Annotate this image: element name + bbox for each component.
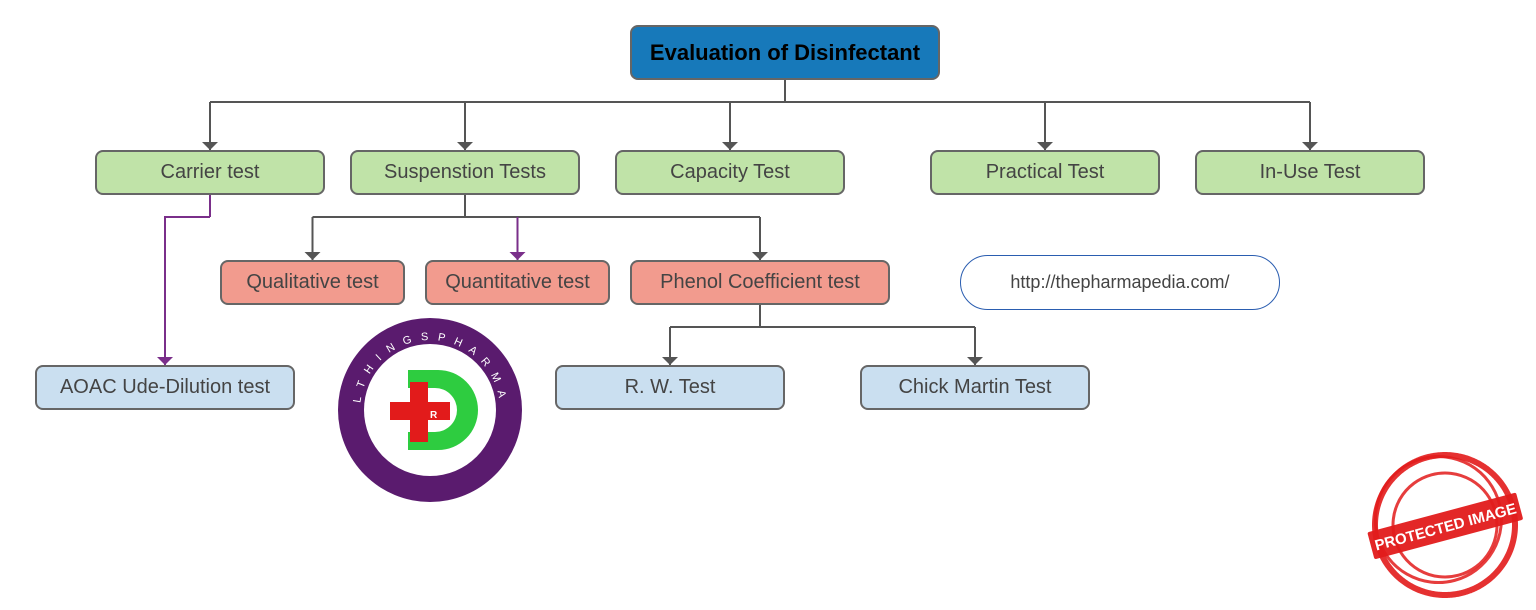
node-label: Practical Test	[986, 161, 1105, 184]
node-carrier: Carrier test	[95, 150, 325, 195]
node-label: Capacity Test	[670, 161, 790, 184]
node-qual: Qualitative test	[220, 260, 405, 305]
node-inuse: In-Use Test	[1195, 150, 1425, 195]
protected-stamp: PROTECTED IMAGE	[1360, 440, 1530, 610]
node-label: Chick Martin Test	[898, 376, 1051, 399]
node-rw: R. W. Test	[555, 365, 785, 410]
node-aoac: AOAC Ude-Dilution test	[35, 365, 295, 410]
node-label: AOAC Ude-Dilution test	[60, 376, 270, 399]
node-capacity: Capacity Test	[615, 150, 845, 195]
logo-rx-icon: R	[430, 410, 438, 421]
pharmapedia-logo: A L L T H I N G S P H A R M A C Y R	[330, 310, 530, 510]
node-quant: Quantitative test	[425, 260, 610, 305]
node-chick: Chick Martin Test	[860, 365, 1090, 410]
node-practical: Practical Test	[930, 150, 1160, 195]
node-label: Quantitative test	[445, 271, 590, 294]
url-annotation: http://thepharmapedia.com/	[960, 255, 1280, 310]
node-label: Carrier test	[161, 161, 260, 184]
node-phenol: Phenol Coefficient test	[630, 260, 890, 305]
node-label: Phenol Coefficient test	[660, 271, 860, 294]
node-label: Suspenstion Tests	[384, 161, 546, 184]
node-label: Evaluation of Disinfectant	[650, 40, 920, 66]
node-label: Qualitative test	[246, 271, 378, 294]
node-label: R. W. Test	[625, 376, 716, 399]
node-susp: Suspenstion Tests	[350, 150, 580, 195]
node-label: In-Use Test	[1260, 161, 1361, 184]
node-root: Evaluation of Disinfectant	[630, 25, 940, 80]
url-text: http://thepharmapedia.com/	[1010, 272, 1229, 293]
